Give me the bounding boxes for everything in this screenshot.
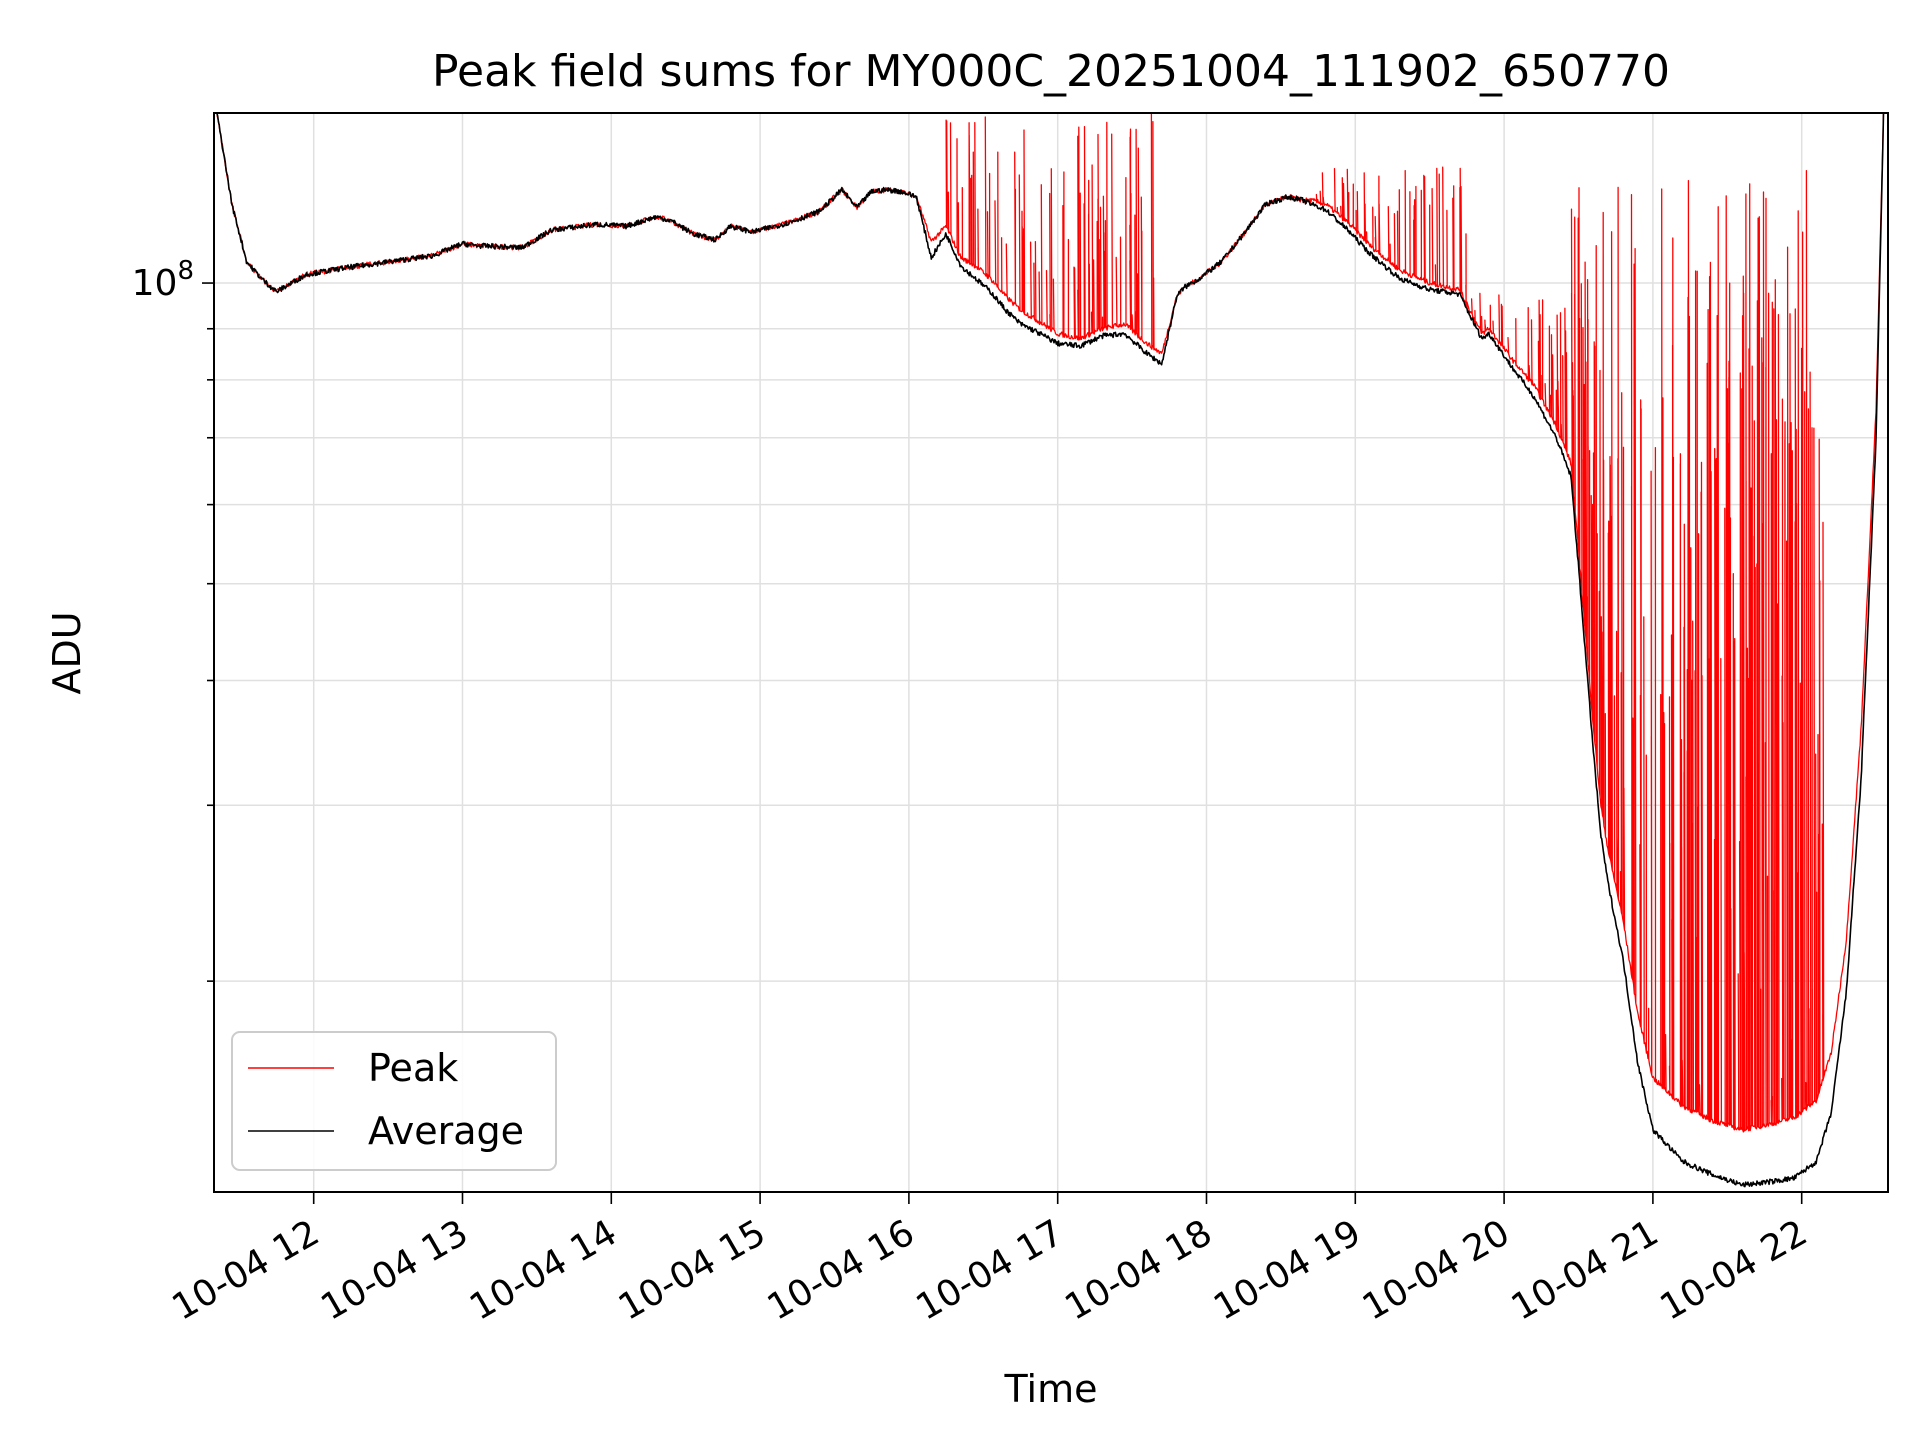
chart-title: Peak field sums for MY000C_20251004_1119… xyxy=(432,46,1670,97)
legend-box xyxy=(231,1031,557,1171)
x-axis-label: Time xyxy=(1004,1367,1098,1411)
legend-peak-label: Peak xyxy=(368,1046,458,1090)
y-axis-label: ADU xyxy=(45,611,89,694)
y-major-tick-label: 108 xyxy=(132,256,194,304)
series-layer xyxy=(216,113,1885,1188)
plot-frame xyxy=(213,112,1889,1193)
legend: Peak Average xyxy=(231,1031,557,1171)
series-line-average xyxy=(216,113,1885,1188)
legend-average-label: Average xyxy=(368,1109,524,1153)
